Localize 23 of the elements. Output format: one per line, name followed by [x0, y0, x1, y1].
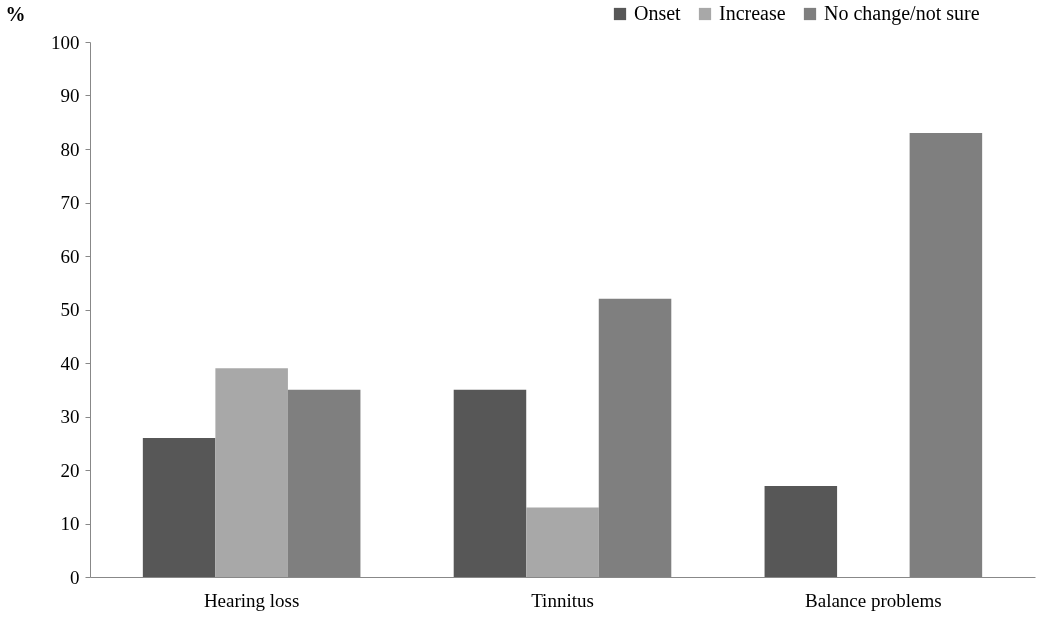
legend-label: Onset — [634, 2, 682, 24]
legend-label: No change/not sure — [824, 2, 980, 25]
y-tick-label: 20 — [60, 459, 80, 481]
bar — [453, 389, 527, 577]
y-tick-label: 30 — [60, 406, 80, 427]
y-tick-label: 100 — [51, 31, 80, 53]
y-tick-label: 90 — [60, 85, 80, 106]
x-tick-label: Tinnitus — [531, 589, 594, 611]
bar — [142, 437, 216, 577]
bar — [526, 507, 599, 577]
x-tick-label: Hearing loss — [203, 589, 300, 611]
legend-label: Increase — [719, 2, 786, 24]
y-axis-title: % — [5, 3, 26, 25]
y-tick-label: 40 — [60, 352, 80, 374]
y-tick-label: 70 — [60, 192, 80, 213]
x-tick-label: Balance problems — [805, 589, 942, 611]
y-tick-label: 0 — [70, 566, 80, 588]
bar — [215, 368, 288, 577]
y-tick-label: 80 — [60, 138, 80, 160]
y-tick-label: 10 — [60, 513, 80, 534]
bar — [764, 486, 838, 577]
y-tick-label: 60 — [60, 245, 80, 267]
y-tick-label: 50 — [60, 299, 80, 320]
